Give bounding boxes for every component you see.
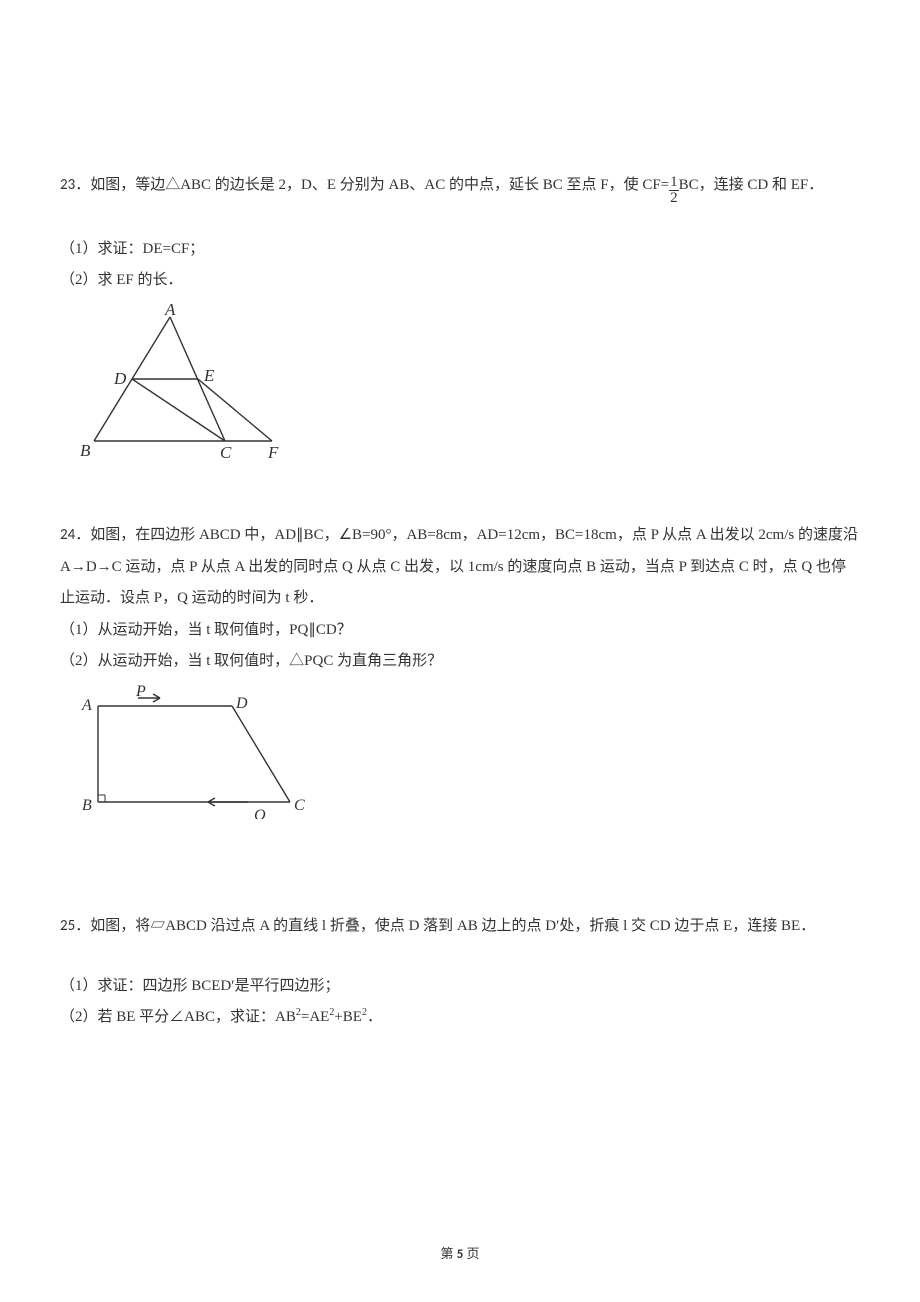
problem-23-figure: A B C F D E [60, 303, 860, 471]
problem-23-text-a: 如图，等边△ABC 的边长是 2，D、E 分别为 AB、AC 的中点，延长 BC… [90, 177, 669, 193]
triangle-diagram: A B C F D E [60, 303, 280, 458]
problem-25-stem: 25．如图，将▱ABCD 沿过点 A 的直线 l 折叠，使点 D 落到 AB 边… [60, 911, 860, 943]
q2-part-b: =AE [301, 1009, 329, 1025]
svg-text:Q: Q [254, 807, 266, 819]
svg-text:C: C [294, 797, 305, 814]
page-suffix: 页 [463, 1246, 479, 1261]
problem-25-q1: （1）求证：四边形 BCED′是平行四边形； [60, 971, 860, 1003]
problem-25-number: 25． [60, 917, 90, 935]
problem-23-number: 23． [60, 176, 90, 194]
svg-text:D: D [113, 369, 127, 388]
svg-text:A: A [164, 303, 176, 319]
problem-23-stem: 23．如图，等边△ABC 的边长是 2，D、E 分别为 AB、AC 的中点，延长… [60, 170, 860, 206]
problem-25-text: 如图，将▱ABCD 沿过点 A 的直线 l 折叠，使点 D 落到 AB 边上的点… [90, 918, 815, 934]
trapezoid-diagram: A D B C P Q [60, 684, 310, 819]
svg-text:C: C [220, 443, 232, 458]
fraction-numerator: 1 [669, 175, 679, 190]
svg-text:D: D [235, 695, 248, 712]
problem-25-q2: （2）若 BE 平分∠ABC，求证：AB2=AE2+BE2． [60, 1002, 860, 1034]
problem-24-number: 24． [60, 526, 90, 544]
problem-23-q2: （2）求 EF 的长． [60, 265, 860, 297]
problem-24-q2: （2）从运动开始，当 t 取何值时，△PQC 为直角三角形？ [60, 646, 860, 678]
problem-24-stem: 24．如图，在四边形 ABCD 中，AD∥BC，∠B=90°，AB=8cm，AD… [60, 520, 860, 615]
fraction-denominator: 2 [669, 190, 679, 206]
fraction-half: 12 [669, 175, 679, 206]
svg-text:B: B [80, 441, 91, 458]
q2-part-d: ． [367, 1009, 382, 1025]
problem-23: 23．如图，等边△ABC 的边长是 2，D、E 分别为 AB、AC 的中点，延长… [60, 170, 860, 470]
page-number: 第 5 页 [0, 1243, 920, 1262]
problem-23-text-b: BC，连接 CD 和 EF． [679, 177, 824, 193]
problem-24-text: 如图，在四边形 ABCD 中，AD∥BC，∠B=90°，AB=8cm，AD=12… [60, 527, 858, 606]
problem-24-figure: A D B C P Q [60, 684, 860, 832]
svg-text:B: B [82, 797, 92, 814]
svg-text:A: A [81, 697, 92, 714]
q2-part-c: +BE [334, 1009, 362, 1025]
problem-24-q1: （1）从运动开始，当 t 取何值时，PQ∥CD？ [60, 615, 860, 647]
q2-part-a: （2）若 BE 平分∠ABC，求证：AB [60, 1009, 296, 1025]
problem-24: 24．如图，在四边形 ABCD 中，AD∥BC，∠B=90°，AB=8cm，AD… [60, 520, 860, 831]
svg-text:F: F [267, 443, 279, 458]
svg-text:P: P [135, 684, 146, 700]
page-prefix: 第 [440, 1246, 456, 1261]
problem-25: 25．如图，将▱ABCD 沿过点 A 的直线 l 折叠，使点 D 落到 AB 边… [60, 911, 860, 1034]
problem-23-q1: （1）求证：DE=CF； [60, 234, 860, 266]
svg-text:E: E [203, 366, 215, 385]
